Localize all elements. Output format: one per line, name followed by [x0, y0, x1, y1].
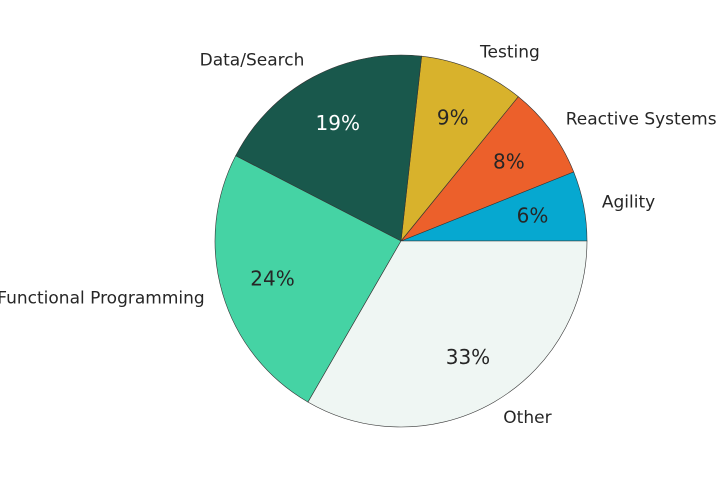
- category-label-data-search: Data/Search: [200, 51, 305, 71]
- slice-data-search: [235, 54, 422, 242]
- percent-label-functional-programming: 24%: [250, 267, 294, 291]
- category-label-testing: Testing: [479, 42, 540, 62]
- slice-functional-programming: [214, 155, 402, 403]
- percent-labels: 6% 8% 9% 19% 24% 33%: [250, 105, 548, 369]
- category-labels: Agility Reactive Systems Testing Data/Searc…: [0, 42, 717, 428]
- pie-slices: [214, 54, 588, 428]
- percent-label-testing: 9%: [437, 105, 469, 129]
- category-label-other: Other: [503, 408, 551, 428]
- percent-label-data-search: 19%: [316, 111, 360, 135]
- percent-label-other: 33%: [446, 345, 490, 369]
- category-label-functional-programming: Functional Programming: [0, 289, 205, 309]
- slice-testing: [400, 55, 519, 242]
- category-label-agility: Agility: [602, 192, 655, 212]
- slice-reactive-systems: [400, 96, 575, 242]
- category-label-reactive-systems: Reactive Systems: [566, 110, 717, 130]
- percent-label-agility: 6%: [517, 204, 549, 228]
- slice-other: [307, 240, 588, 428]
- percent-label-reactive-systems: 8%: [493, 150, 525, 174]
